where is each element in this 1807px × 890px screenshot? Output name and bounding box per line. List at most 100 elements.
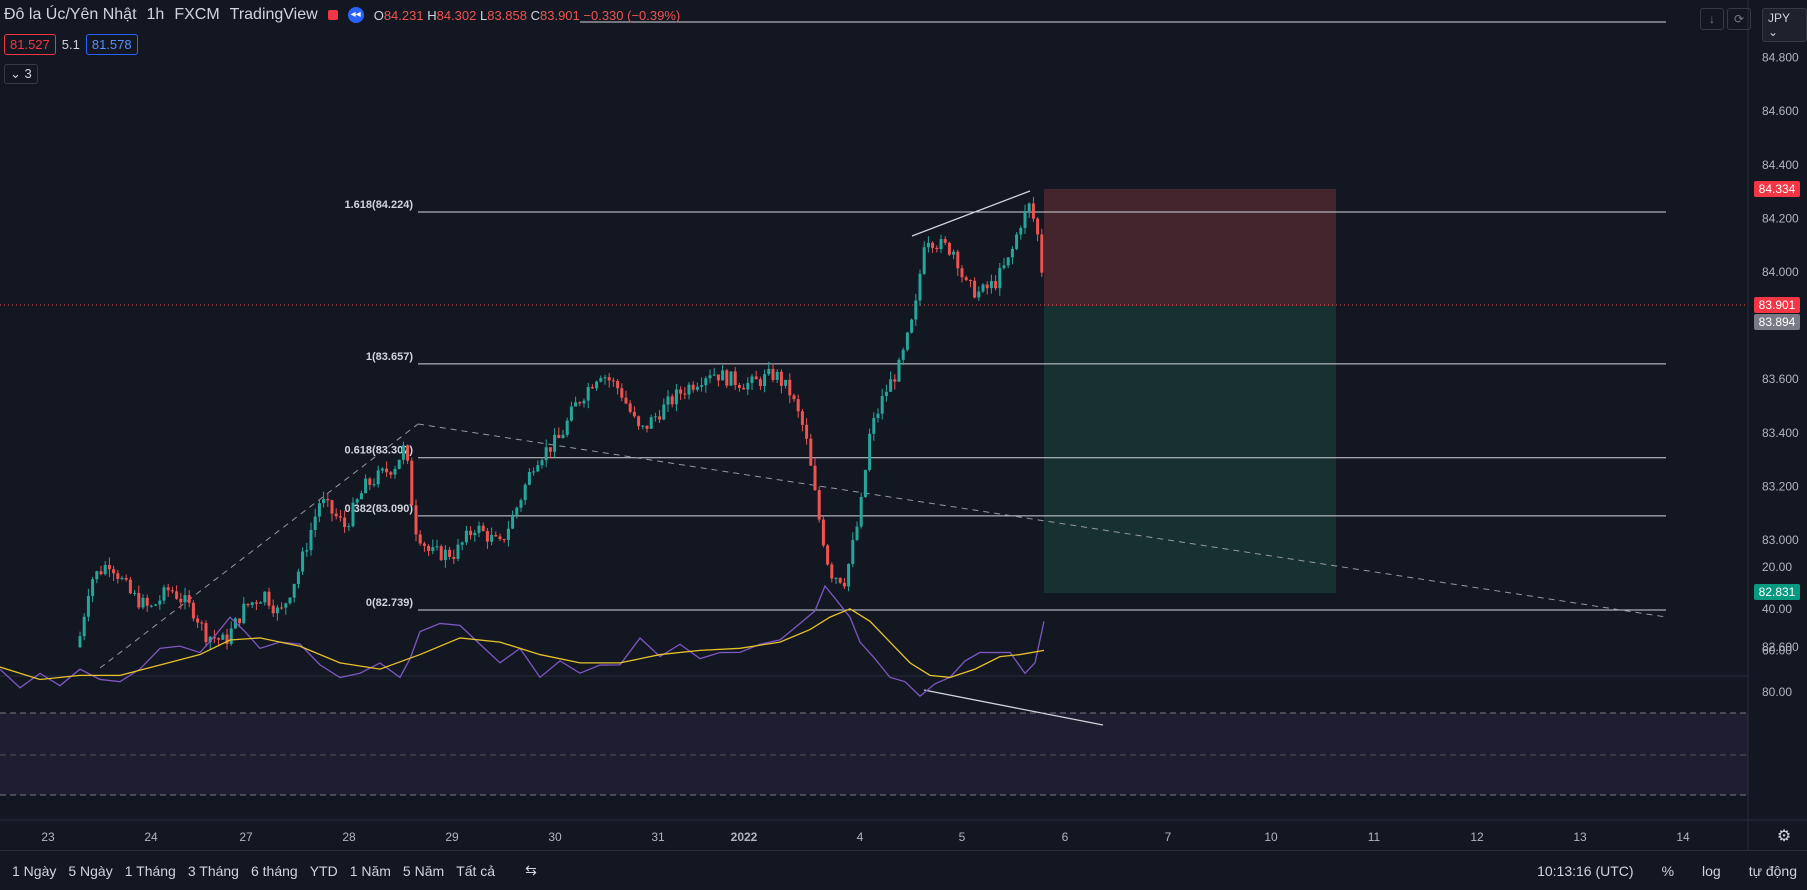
candle-body xyxy=(170,590,174,592)
candle-body xyxy=(746,382,750,390)
time-tick: 14 xyxy=(1676,830,1690,844)
candle-body xyxy=(851,539,855,564)
time-tick: 7 xyxy=(1165,830,1172,844)
candle-body xyxy=(989,281,993,289)
candle-body xyxy=(952,251,956,255)
utc-clock[interactable]: 10:13:16 (UTC) xyxy=(1537,862,1634,879)
log-toggle[interactable]: log xyxy=(1702,862,1721,879)
auto-toggle[interactable]: tự động xyxy=(1748,862,1797,879)
percent-toggle[interactable]: % xyxy=(1661,862,1675,879)
candle-body xyxy=(422,543,426,546)
currency-select[interactable]: JPY ⌄ xyxy=(1762,8,1807,42)
range-all[interactable]: Tất cả xyxy=(456,862,496,879)
candle-body xyxy=(334,513,338,517)
fib-level-label: 1.618(84.224) xyxy=(345,199,414,211)
trend-line-down[interactable] xyxy=(417,423,1667,618)
price-tick: 83.200 xyxy=(1762,479,1799,493)
symbol-interval[interactable]: 1h xyxy=(146,6,165,23)
rsi-divergence-line[interactable] xyxy=(923,689,1104,726)
candle-body xyxy=(439,546,443,561)
candle-body xyxy=(830,564,834,579)
trend-line-top[interactable] xyxy=(911,190,1031,237)
candle-body xyxy=(166,587,170,591)
date-range-icon[interactable]: ⇆ xyxy=(525,862,537,878)
time-tick: 12 xyxy=(1470,830,1484,844)
price-tick: 83.600 xyxy=(1762,372,1799,386)
candle-body xyxy=(687,384,691,395)
candle-body xyxy=(536,465,540,472)
time-axis[interactable]: 23 24 27 28 29 30 31 2022 4 5 6 7 10 11 12 13 14 xyxy=(41,830,1690,844)
candle-body xyxy=(590,387,594,389)
price-tick: 84.000 xyxy=(1762,265,1799,279)
candle-body xyxy=(847,563,851,587)
settings-gear-icon[interactable]: ⚙ xyxy=(1777,828,1791,845)
candle-body xyxy=(473,532,477,536)
candle-body xyxy=(120,577,124,579)
range-5y[interactable]: 5 Năm xyxy=(402,862,445,879)
candle-body xyxy=(301,551,305,572)
price-tick: 84.800 xyxy=(1762,51,1799,65)
buy-button[interactable]: 81.578 xyxy=(85,34,138,55)
candle-body xyxy=(817,490,821,520)
candle-body xyxy=(813,465,817,491)
candle-body xyxy=(889,379,893,392)
range-ytd[interactable]: YTD xyxy=(309,862,338,879)
range-3m[interactable]: 3 Tháng xyxy=(187,862,239,879)
candle-body xyxy=(729,371,733,386)
ohlc-values: O84.231 H84.302 L83.858 C83.901 −0.330 (… xyxy=(374,8,681,23)
range-1m[interactable]: 1 Tháng xyxy=(124,862,176,879)
last-price-label: 83.901 xyxy=(1754,297,1800,313)
time-tick: 23 xyxy=(41,830,55,844)
candle-body xyxy=(175,591,179,599)
candle-body xyxy=(859,496,863,527)
candle-body xyxy=(1019,228,1023,235)
candle-body xyxy=(364,478,368,494)
candle-body xyxy=(939,239,943,250)
range-1d[interactable]: 1 Ngày xyxy=(12,862,57,879)
scroll-down-icon[interactable]: ↓ xyxy=(1700,8,1724,30)
range-6m[interactable]: 6 tháng xyxy=(250,862,298,879)
candle-body xyxy=(393,468,397,475)
candle-body xyxy=(469,530,473,536)
candle-body xyxy=(217,638,221,640)
candle-body xyxy=(532,471,536,473)
sell-button[interactable]: 81.527 xyxy=(4,34,56,55)
replay-icon[interactable]: ◂◂ xyxy=(347,7,364,23)
candle-body xyxy=(540,460,544,466)
candle-body xyxy=(338,516,342,518)
indicators-toggle[interactable]: ⌄ 3 xyxy=(4,64,38,84)
rsi-axis[interactable]: 80.00 60.00 40.00 20.00 xyxy=(1762,560,1792,699)
candle-body xyxy=(149,605,153,607)
symbol-legend[interactable]: Đô la Úc/Yên Nhật 1h FXCM TradingView ◂◂… xyxy=(4,6,680,24)
price-tick: 84.600 xyxy=(1762,104,1799,118)
stop-loss-zone[interactable] xyxy=(1044,189,1336,306)
candle-body xyxy=(838,577,842,583)
candle-body xyxy=(485,530,489,542)
candle-body xyxy=(128,579,132,594)
candle-body xyxy=(767,368,771,375)
fibonacci-retracement[interactable]: 1.618(84.224) 1(83.657) 0.618(83.307) 0.382… xyxy=(345,199,1667,611)
candle-body xyxy=(200,622,204,624)
candle-body xyxy=(973,280,977,298)
candle-body xyxy=(506,528,510,540)
candle-body xyxy=(292,583,296,598)
candle-body xyxy=(754,376,758,380)
symbol-source: TradingView xyxy=(229,6,318,23)
range-5d[interactable]: 5 Ngày xyxy=(68,862,113,879)
candle-body xyxy=(288,597,292,604)
candle-body xyxy=(733,371,737,385)
candle-body xyxy=(603,377,607,379)
range-1y[interactable]: 1 Năm xyxy=(349,862,391,879)
candle-body xyxy=(649,417,653,429)
symbol-name[interactable]: Đô la Úc/Yên Nhật xyxy=(4,6,137,23)
candle-body xyxy=(141,597,145,608)
candle-body xyxy=(196,618,200,623)
refresh-icon[interactable]: ⟳ xyxy=(1727,8,1751,30)
candle-body xyxy=(116,573,120,579)
take-profit-zone[interactable] xyxy=(1044,306,1336,593)
trend-line-up[interactable] xyxy=(99,423,419,669)
candle-body xyxy=(322,499,326,504)
candle-body xyxy=(305,550,309,552)
candle-body xyxy=(750,376,754,383)
